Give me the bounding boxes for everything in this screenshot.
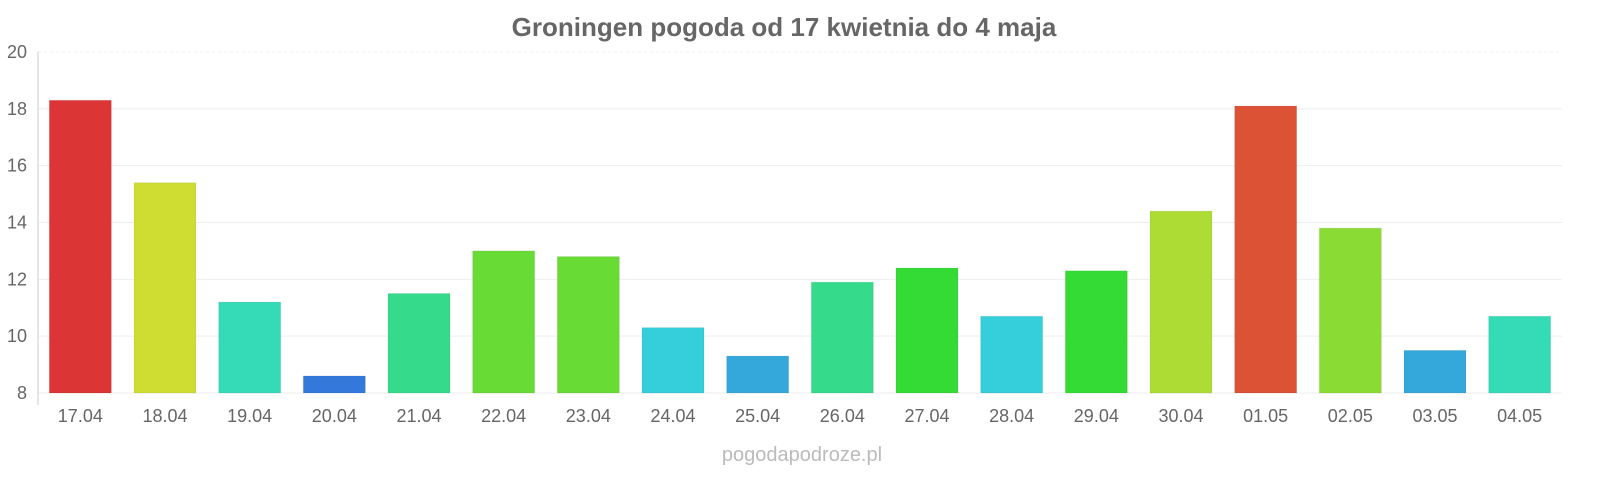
- x-tick-label: 02.05: [1328, 406, 1373, 426]
- x-tick-label: 28.04: [989, 406, 1034, 426]
- x-tick-label: 01.05: [1243, 406, 1288, 426]
- bar-01.05[interactable]: [1234, 105, 1298, 394]
- x-tick-label: 26.04: [820, 406, 865, 426]
- bar-18.04[interactable]: [133, 182, 197, 394]
- x-tick-label: 04.05: [1497, 406, 1542, 426]
- bar-17.04[interactable]: [48, 99, 112, 394]
- x-tick-label: 20.04: [312, 406, 357, 426]
- x-tick-label: 27.04: [904, 406, 949, 426]
- bar-26.04[interactable]: [810, 281, 874, 394]
- x-tick-label: 29.04: [1074, 406, 1119, 426]
- x-tick-label: 30.04: [1158, 406, 1203, 426]
- y-tick-label: 20: [7, 42, 27, 62]
- bar-25.04[interactable]: [726, 355, 790, 394]
- x-tick-label: 24.04: [650, 406, 695, 426]
- x-tick-label: 21.04: [396, 406, 441, 426]
- x-tick-label: 18.04: [142, 406, 187, 426]
- bar-02.05[interactable]: [1318, 227, 1382, 394]
- y-tick-label: 16: [7, 156, 27, 176]
- bar-04.05[interactable]: [1488, 315, 1552, 394]
- bar-03.05[interactable]: [1403, 349, 1467, 394]
- x-tick-label: 25.04: [735, 406, 780, 426]
- y-tick-label: 14: [7, 213, 27, 233]
- y-tick-label: 8: [17, 383, 27, 403]
- x-tick-label: 22.04: [481, 406, 526, 426]
- watermark: pogodapodroze.pl: [722, 444, 882, 466]
- bar-28.04[interactable]: [980, 315, 1044, 394]
- y-tick-label: 12: [7, 269, 27, 289]
- x-tick-label: 19.04: [227, 406, 272, 426]
- chart-title: Groningen pogoda od 17 kwietnia do 4 maj…: [512, 12, 1057, 42]
- bar-30.04[interactable]: [1149, 210, 1213, 394]
- bar-24.04[interactable]: [641, 327, 705, 394]
- bar-29.04[interactable]: [1064, 270, 1128, 394]
- bar-27.04[interactable]: [895, 267, 959, 394]
- y-tick-label: 10: [7, 326, 27, 346]
- bar-21.04[interactable]: [387, 293, 451, 394]
- y-tick-label: 18: [7, 99, 27, 119]
- bar-22.04[interactable]: [472, 250, 536, 394]
- x-tick-label: 23.04: [566, 406, 611, 426]
- bar-20.04[interactable]: [302, 375, 366, 394]
- bar-23.04[interactable]: [556, 256, 620, 394]
- x-tick-label: 17.04: [58, 406, 103, 426]
- bar-19.04[interactable]: [218, 301, 282, 394]
- x-tick-label: 03.05: [1412, 406, 1457, 426]
